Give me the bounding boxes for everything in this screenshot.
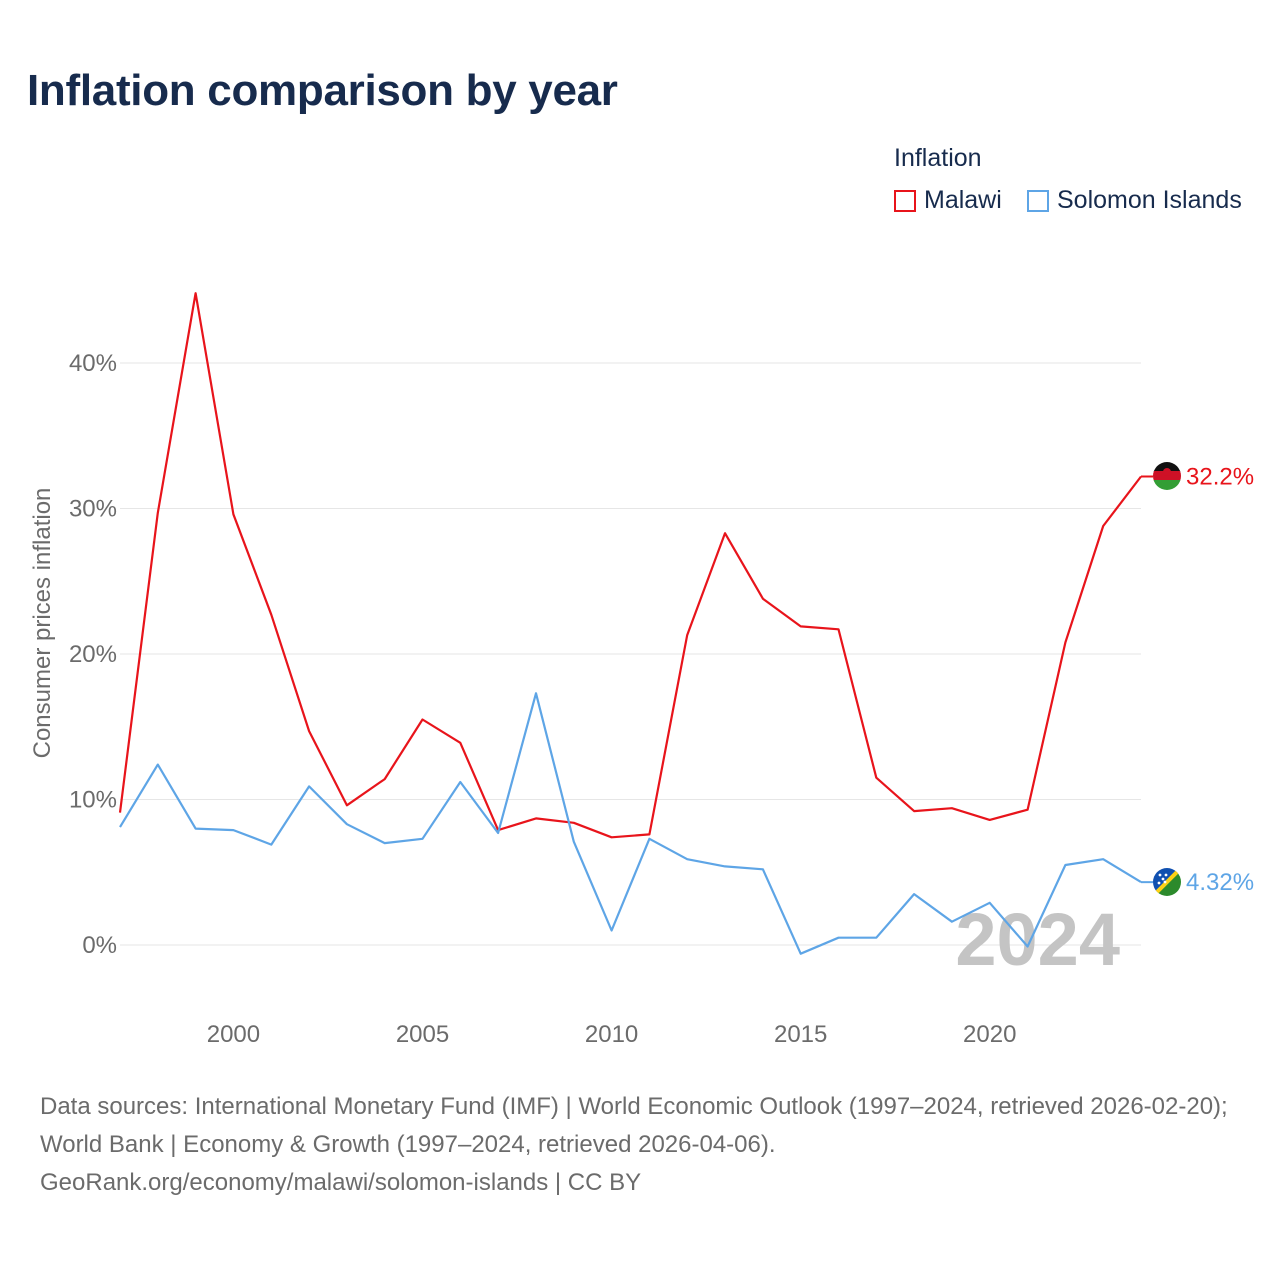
legend-label-solomon-islands: Solomon Islands (1057, 186, 1242, 214)
y-tick-label: 40% (69, 350, 117, 377)
sources-text: Data sources: International Monetary Fun… (40, 1093, 1228, 1158)
sources-link[interactable]: GeoRank.org/economy/malawi/solomon-islan… (40, 1169, 642, 1196)
x-tick-label: 2020 (963, 1021, 1016, 1048)
x-tick-label: 2015 (774, 1021, 827, 1048)
legend-label-malawi: Malawi (924, 186, 1002, 214)
chart-title: Inflation comparison by year (27, 66, 618, 115)
legend-item-solomon-islands[interactable]: Solomon Islands (1027, 186, 1242, 215)
end-labels: 32.2% 4.32% (1186, 463, 1254, 896)
x-tick-label: 2000 (207, 1021, 260, 1048)
y-tick-label: 30% (69, 496, 117, 523)
legend-swatch-malawi (894, 189, 916, 212)
series-line-solomon-islands[interactable] (119, 692, 1142, 955)
x-axis-ticks: 2000 2005 2010 2015 2020 (207, 1021, 1017, 1048)
malawi-flag-icon (1153, 462, 1181, 490)
year-watermark: 2024 (955, 898, 1120, 981)
x-tick-label: 2010 (585, 1021, 638, 1048)
series-lines (118, 292, 1153, 955)
gridlines (120, 362, 1141, 946)
y-tick-label: 0% (82, 932, 117, 959)
y-axis-label: Consumer prices inflation (29, 488, 56, 759)
legend-item-malawi[interactable]: Malawi (894, 186, 1002, 215)
data-sources: Data sources: International Monetary Fun… (40, 1088, 1250, 1202)
end-label-solomon-islands: 4.32% (1186, 869, 1254, 896)
end-label-malawi: 32.2% (1186, 463, 1254, 490)
y-axis-ticks: 0% 10% 20% 30% 40% (69, 350, 117, 959)
x-tick-label: 2005 (396, 1021, 449, 1048)
solomon-islands-flag-icon (1153, 868, 1181, 896)
legend-swatch-solomon-islands (1027, 189, 1049, 212)
series-line-malawi[interactable] (118, 292, 1142, 839)
y-tick-label: 20% (69, 641, 117, 668)
legend-title: Inflation (894, 144, 982, 172)
y-tick-label: 10% (69, 787, 117, 814)
